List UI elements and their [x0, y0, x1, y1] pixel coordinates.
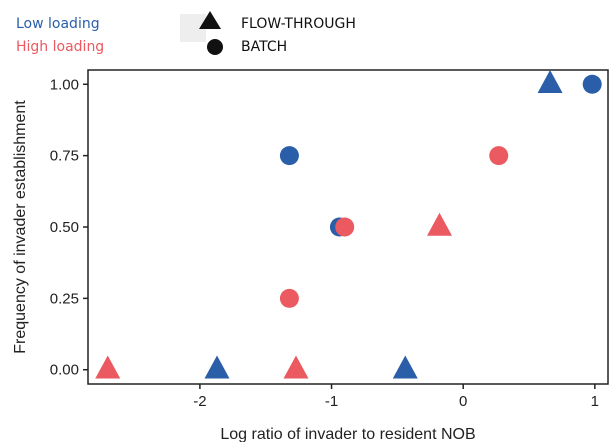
- legend-shape-flowthrough-label: FLOW-THROUGH: [241, 16, 356, 32]
- y-axis: 0.00 0.25 0.50 0.75 1.00: [50, 76, 88, 379]
- x-axis-title: Log ratio of invader to resident NOB: [220, 426, 475, 442]
- legend-triangle-icon: [199, 11, 221, 29]
- y-tick-label: 0.00: [50, 362, 79, 379]
- y-tick-label: 0.50: [50, 219, 79, 236]
- point-triangle-high: [426, 212, 452, 236]
- point-circle-high: [279, 288, 299, 308]
- data-points: [95, 70, 602, 379]
- y-tick-label: 0.75: [50, 148, 79, 165]
- y-tick-label: 0.25: [50, 290, 79, 307]
- x-tick-label: -2: [193, 393, 206, 410]
- legend-color-low-label: Low loading: [16, 16, 100, 32]
- point-circle-low: [279, 146, 299, 166]
- x-tick-label: 1: [591, 393, 599, 410]
- legend-color-high-label: High loading: [16, 39, 104, 55]
- point-triangle-high: [283, 355, 309, 379]
- point-circle-high: [489, 146, 509, 166]
- point-triangle-low: [392, 355, 418, 379]
- x-axis: -2 -1 0 1: [193, 384, 599, 410]
- point-triangle-low: [537, 70, 563, 94]
- legend: Low loading High loading FLOW-THROUGH BA…: [16, 11, 356, 55]
- x-tick-label: -1: [325, 393, 338, 410]
- legend-shape-batch-label: BATCH: [241, 39, 287, 55]
- x-tick-label: 0: [459, 393, 467, 410]
- point-circle-low: [582, 74, 602, 94]
- legend-circle-icon: [207, 39, 223, 55]
- point-triangle-low: [204, 355, 230, 379]
- point-triangle-high: [95, 355, 121, 379]
- y-tick-label: 1.00: [50, 76, 79, 93]
- point-circle-high: [335, 217, 355, 237]
- y-axis-title: Frequency of invader establishment: [12, 100, 29, 354]
